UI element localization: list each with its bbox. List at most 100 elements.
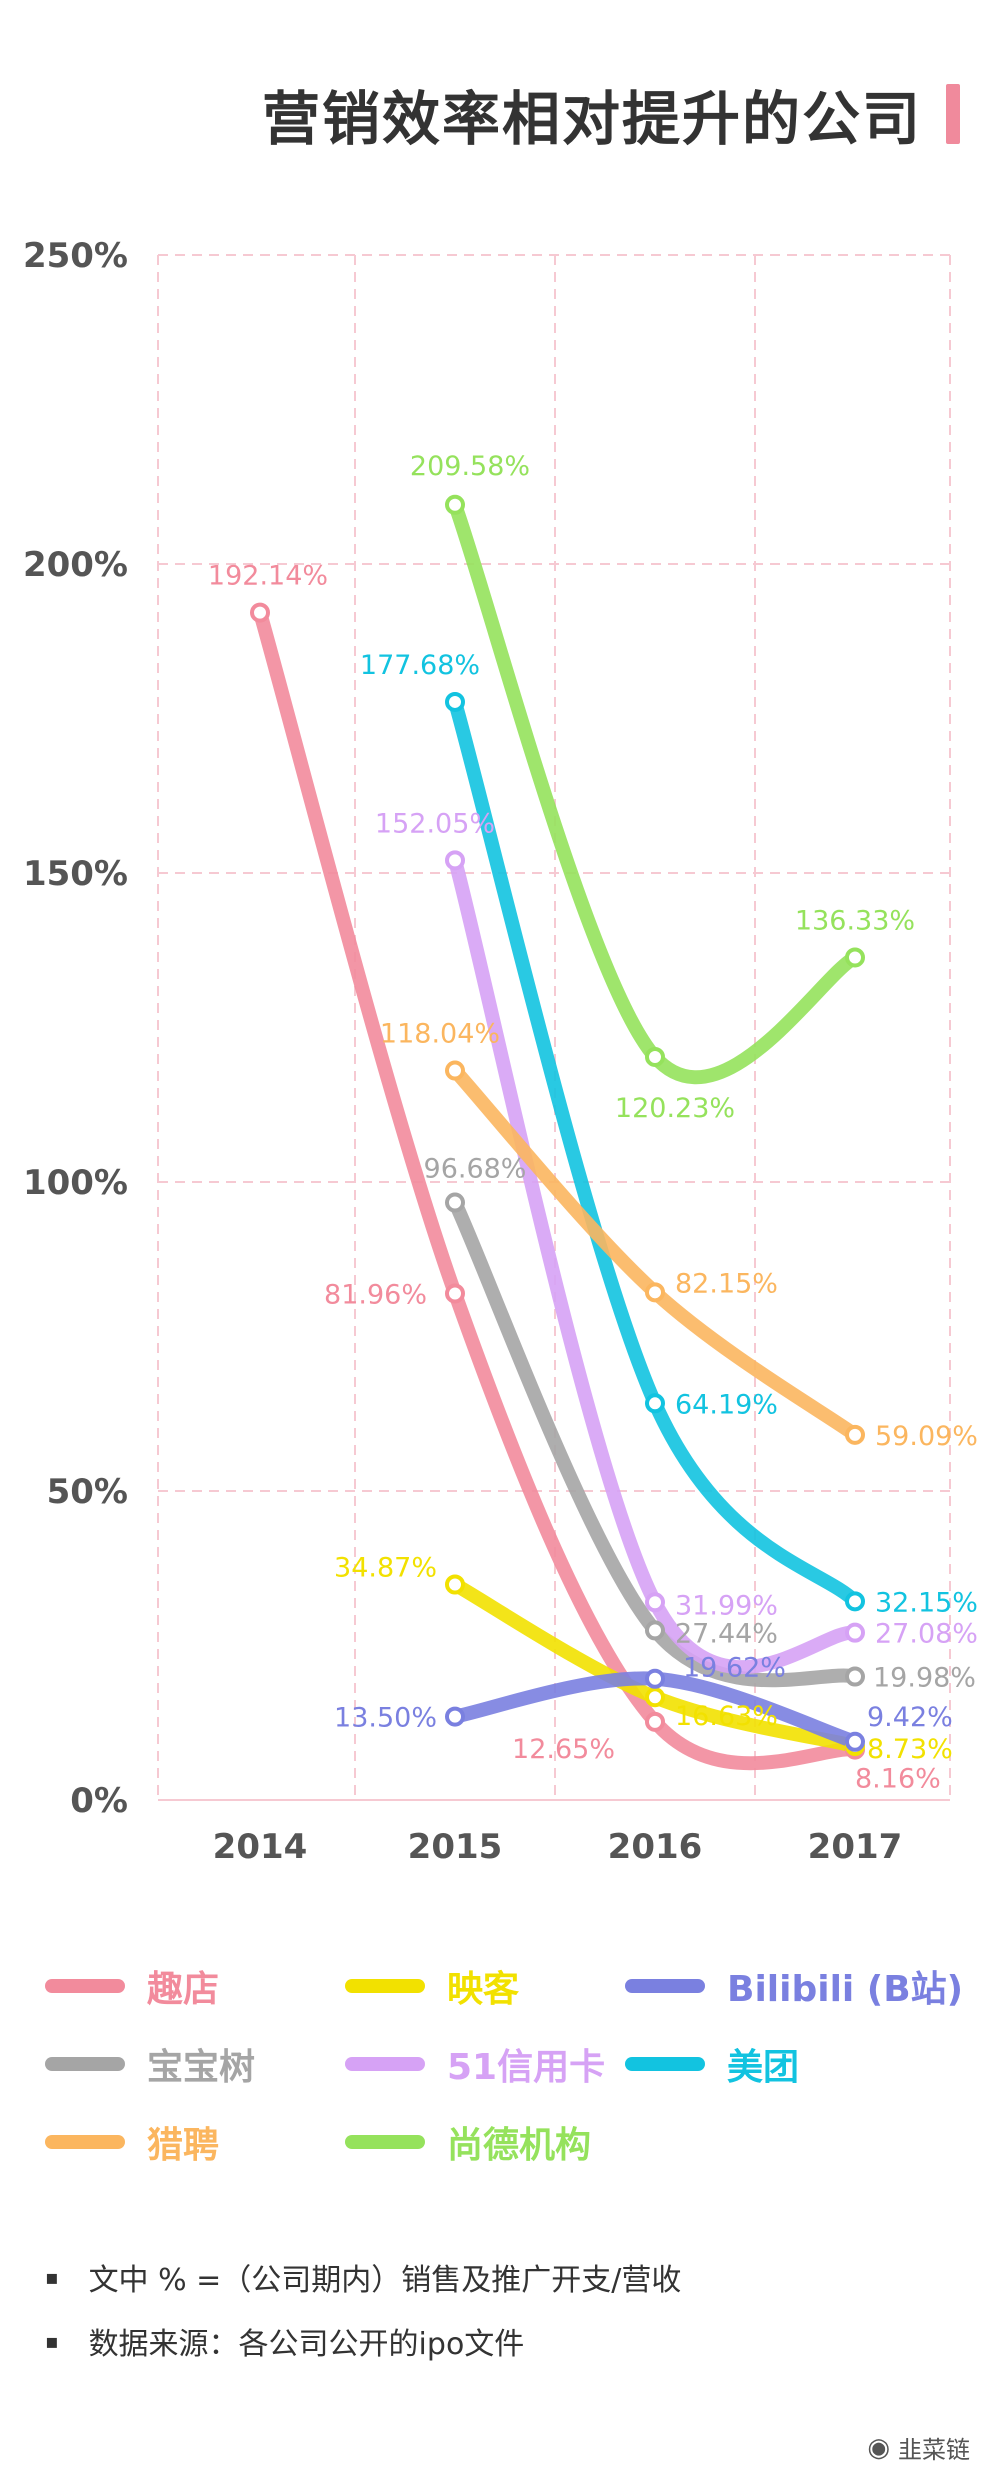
data-point	[645, 1668, 665, 1689]
data-label: 209.58%	[410, 451, 530, 482]
data-point	[445, 1283, 465, 1304]
x-tick-label: 2016	[608, 1827, 703, 1867]
data-point	[250, 602, 270, 623]
data-point	[845, 1424, 865, 1445]
data-point	[445, 1574, 465, 1595]
data-label: 16.63%	[675, 1701, 778, 1732]
data-label: 9.42%	[867, 1702, 953, 1733]
data-point	[445, 691, 465, 712]
note-text: 数据来源：各公司公开的ipo文件	[88, 2327, 525, 2362]
data-label: 136.33%	[795, 905, 915, 936]
bullet-icon: ▪	[45, 2329, 59, 2353]
legend-label: 映客	[447, 1969, 520, 2010]
brand-watermark: ◉ 韭菜链	[867, 2430, 970, 2465]
data-label: 118.04%	[380, 1019, 500, 1050]
data-label: 8.16%	[855, 1764, 941, 1795]
x-tick-label: 2014	[213, 1827, 308, 1867]
legend-swatch	[45, 2057, 125, 2071]
wechat-icon: ◉	[867, 2432, 890, 2463]
legend-swatch	[345, 2057, 425, 2071]
data-point	[645, 1046, 665, 1067]
data-label: 81.96%	[324, 1279, 427, 1310]
title-accent-bar	[946, 84, 960, 144]
series-line	[448, 1195, 862, 1688]
bullet-icon: ▪	[45, 2265, 59, 2289]
data-point	[645, 1620, 665, 1641]
data-label: 59.09%	[875, 1421, 978, 1452]
y-tick-label: 50%	[47, 1472, 128, 1512]
data-point	[445, 494, 465, 515]
y-tick-label: 150%	[23, 854, 128, 894]
data-point	[445, 1192, 465, 1213]
legend-item: 映客	[345, 1960, 519, 2012]
data-label: 152.05%	[375, 808, 495, 839]
legend-item: Bilibili (B站)	[625, 1960, 963, 2012]
data-point	[845, 947, 865, 968]
data-point	[845, 1666, 865, 1687]
x-tick-label: 2015	[408, 1827, 503, 1867]
chart-title: 营销效率相对提升的公司	[261, 85, 922, 153]
legend-item: 猎聘	[45, 2116, 219, 2168]
data-label: 27.08%	[875, 1619, 978, 1650]
data-label: 13.50%	[334, 1703, 437, 1734]
data-label: 64.19%	[675, 1389, 778, 1420]
legend-swatch	[345, 2135, 425, 2149]
legend-swatch	[45, 2135, 125, 2149]
data-point	[445, 1706, 465, 1727]
series-line	[448, 497, 862, 1085]
legend-item: 趣店	[45, 1960, 219, 2012]
brand-name: 韭菜链	[898, 2436, 970, 2464]
data-label: 8.73%	[867, 1734, 953, 1765]
data-label: 34.87%	[334, 1553, 437, 1584]
y-tick-label: 0%	[70, 1781, 128, 1821]
legend-swatch	[345, 1979, 425, 1993]
data-label: 12.65%	[512, 1734, 615, 1765]
data-point	[645, 1393, 665, 1414]
data-label: 19.98%	[873, 1663, 976, 1694]
legend-item: 美团	[625, 2038, 799, 2090]
y-tick-label: 250%	[23, 236, 128, 276]
data-label: 32.15%	[875, 1587, 978, 1618]
line-chart: 0% 50% 100% 150% 200% 250% 2014 2015 2016 2017 192…	[23, 236, 978, 1867]
notes: ▪ 文中 % =（公司期内）销售及推广开支/营收 ▪ 数据来源：各公司公开的ip…	[45, 2255, 681, 2383]
legend-item: 尚德机构	[345, 2116, 591, 2168]
data-point	[645, 1592, 665, 1613]
legend-swatch	[625, 1979, 705, 1993]
data-label: 96.68%	[424, 1154, 527, 1185]
legend-item: 宝宝树	[45, 2038, 255, 2090]
data-label: 192.14%	[208, 561, 328, 592]
data-label: 19.62%	[683, 1653, 786, 1684]
data-point	[445, 850, 465, 871]
data-point	[645, 1711, 665, 1732]
data-point	[645, 1687, 665, 1708]
legend-label: 美团	[727, 2047, 800, 2088]
note-item: ▪ 文中 % =（公司期内）销售及推广开支/营收	[45, 2255, 681, 2299]
series-line	[253, 605, 862, 1771]
data-point	[845, 1731, 865, 1752]
legend-label: Bilibili (B站)	[727, 1969, 964, 2010]
title-block: 营销效率相对提升的公司	[262, 72, 960, 156]
legend-label: 尚德机构	[447, 2125, 592, 2166]
x-tick-label: 2017	[808, 1827, 903, 1867]
series-line	[448, 853, 862, 1675]
data-point	[645, 1282, 665, 1303]
legend-label: 猎聘	[147, 2125, 220, 2166]
legend-label: 宝宝树	[147, 2047, 256, 2088]
data-point	[845, 1591, 865, 1612]
legend-swatch	[45, 1979, 125, 1993]
legend-item: 51信用卡	[345, 2038, 605, 2090]
y-tick-label: 100%	[23, 1163, 128, 1203]
legend-label: 51信用卡	[447, 2047, 606, 2088]
legend-swatch	[625, 2057, 705, 2071]
data-point	[445, 1060, 465, 1081]
data-label: 177.68%	[360, 650, 480, 681]
data-label: 82.15%	[675, 1268, 778, 1299]
data-label: 31.99%	[675, 1590, 778, 1621]
data-label: 120.23%	[615, 1093, 735, 1124]
data-point	[845, 1622, 865, 1643]
series-line	[448, 694, 862, 1609]
y-tick-label: 200%	[23, 545, 128, 585]
legend-label: 趣店	[147, 1969, 220, 2010]
note-text: 文中 % =（公司期内）销售及推广开支/营收	[88, 2263, 682, 2298]
data-label: 27.44%	[675, 1618, 778, 1649]
